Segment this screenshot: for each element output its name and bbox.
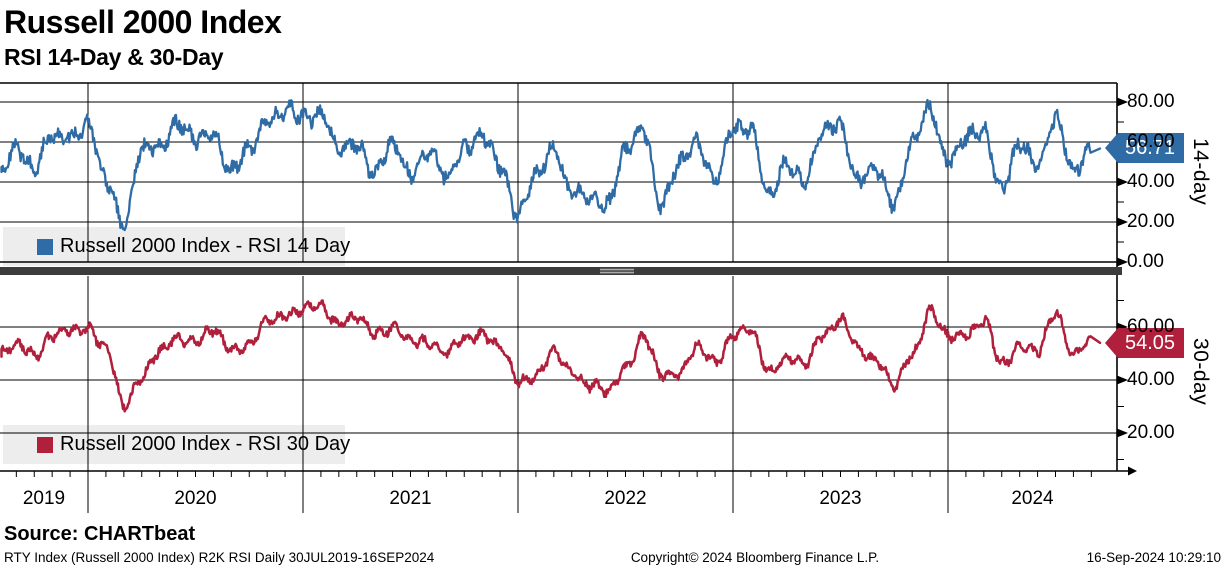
panel-label-30-day: 30-day	[1189, 338, 1212, 406]
x-axis-year-label: 2019	[22, 488, 66, 509]
source-label: Source: CHARTbeat	[4, 523, 196, 545]
y-tick-arrow-icon	[1117, 428, 1128, 438]
y-tick-arrow-icon	[1117, 375, 1128, 385]
x-axis-arrow-icon	[1128, 466, 1137, 476]
y-axis-tick-label: 20.00	[1127, 422, 1175, 443]
y-tick-arrow-icon	[1117, 217, 1128, 227]
legend-label-rsi14: Russell 2000 Index - RSI 14 Day	[60, 235, 351, 257]
last-value-badge-rsi14: 56.71	[1105, 133, 1184, 163]
x-axis-year-label: 2024	[1011, 488, 1054, 509]
x-axis-year-label: 2020	[174, 488, 217, 509]
legend-label-rsi30: Russell 2000 Index - RSI 30 Day	[60, 433, 351, 455]
series-line-14-day	[0, 98, 1102, 232]
legend-bg-rsi30	[3, 425, 345, 464]
x-axis-year-label: 2023	[819, 488, 862, 509]
y-axis-tick-label: 60.00	[1127, 316, 1175, 337]
y-axis-tick-label: 20.00	[1127, 211, 1175, 232]
footer-security-info: RTY Index (Russell 2000 Index) R2K RSI D…	[4, 550, 435, 565]
x-axis-year-label: 2022	[604, 488, 647, 509]
series-line-30-day	[0, 299, 1102, 413]
last-value-badge-rsi30: 54.05	[1105, 328, 1184, 358]
y-tick-arrow-icon	[1117, 257, 1128, 267]
y-axis-tick-label: 60.00	[1127, 131, 1175, 152]
footer-copyright: Copyright© 2024 Bloomberg Finance L.P.	[630, 550, 880, 565]
y-axis-tick-label: 40.00	[1127, 369, 1175, 390]
page-subtitle: RSI 14-Day & 30-Day	[4, 44, 224, 70]
legend-rsi-14[interactable]: Russell 2000 Index - RSI 14 Day	[3, 227, 379, 266]
page-title: Russell 2000 Index	[4, 4, 282, 40]
legend-swatch-rsi14-icon	[37, 238, 53, 255]
y-axis-tick-label: 0.00	[1127, 251, 1164, 272]
legend-swatch-rsi30-icon	[37, 436, 53, 453]
panel-label-14-day: 14-day	[1189, 138, 1212, 206]
x-axis-year-label: 2021	[389, 488, 432, 509]
y-axis-tick-label: 80.00	[1127, 91, 1175, 112]
legend-bg-rsi14	[3, 227, 345, 266]
y-tick-arrow-icon	[1117, 177, 1128, 187]
footer-timestamp: 16-Sep-2024 10:29:10	[1086, 550, 1221, 565]
legend-rsi-30[interactable]: Russell 2000 Index - RSI 30 Day	[3, 425, 379, 464]
panel-splitter	[0, 267, 1122, 275]
y-axis-tick-label: 40.00	[1127, 171, 1175, 192]
y-tick-arrow-icon	[1117, 97, 1128, 107]
